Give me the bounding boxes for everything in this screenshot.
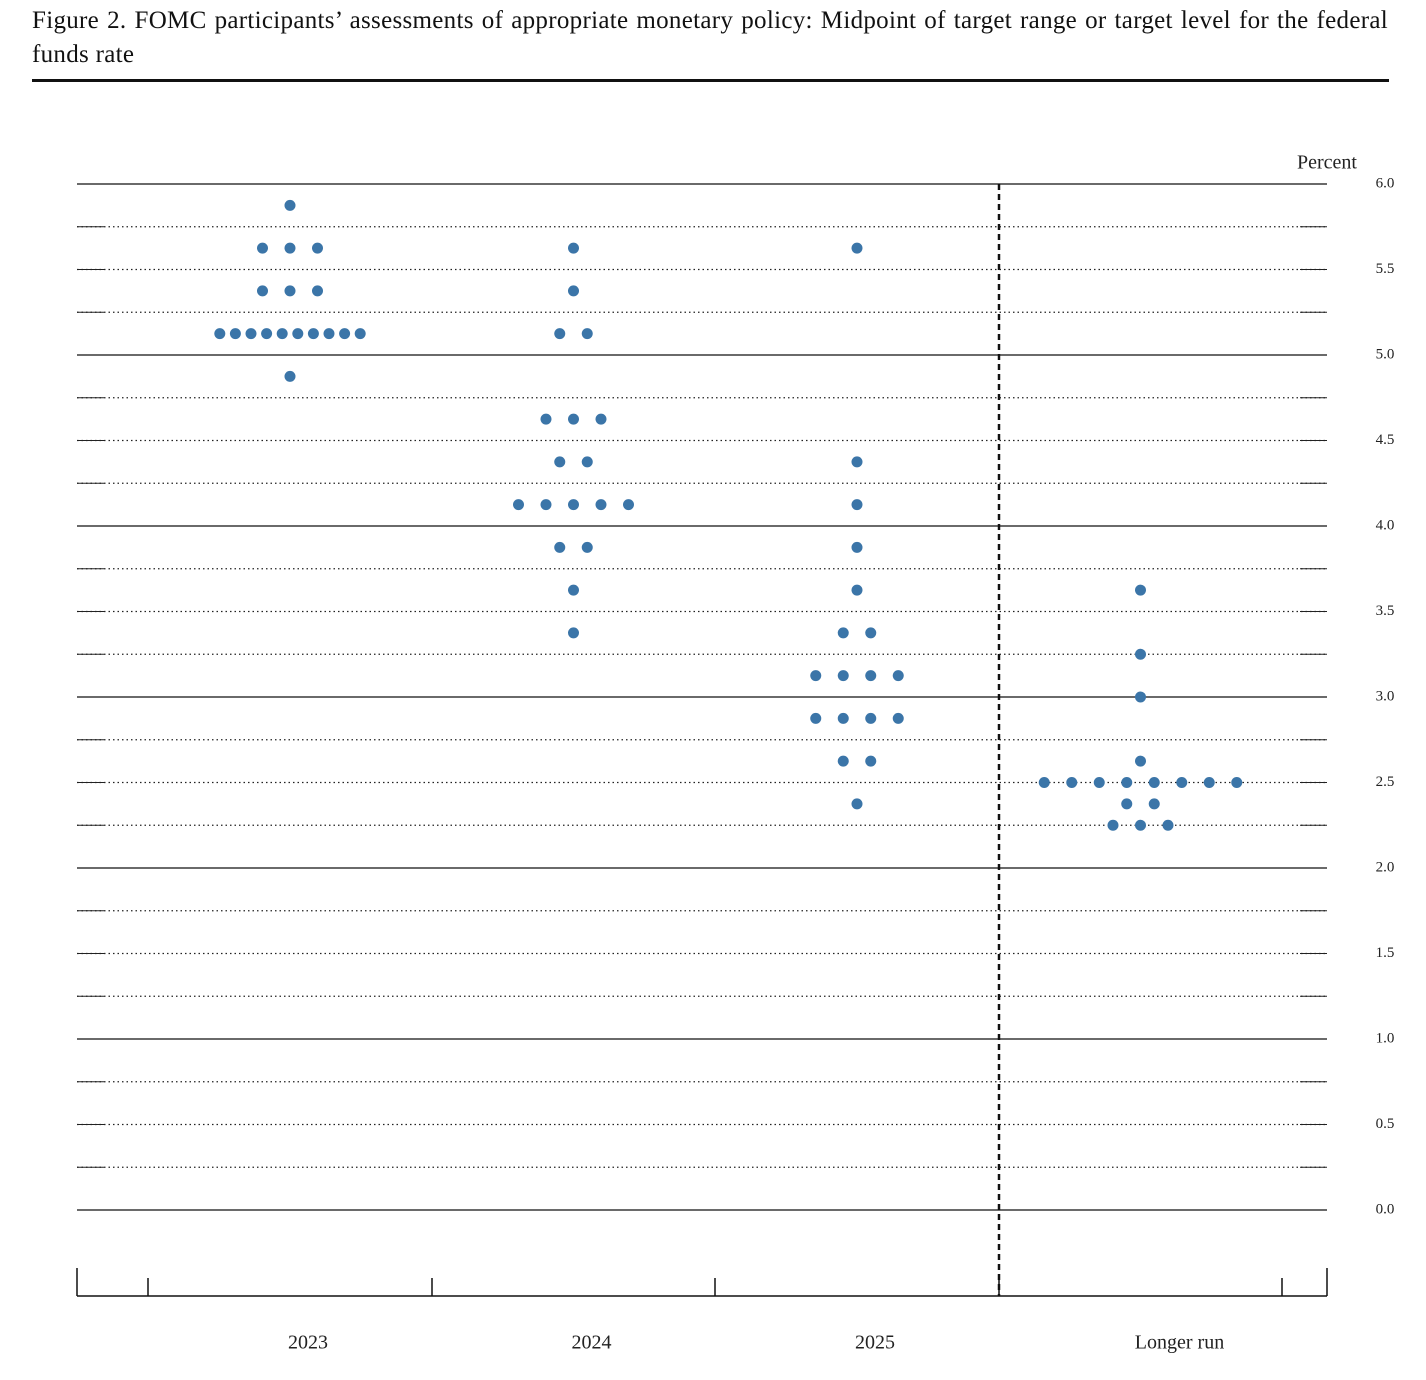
y-tick-label: 3.0 bbox=[1376, 688, 1395, 704]
dot bbox=[229, 328, 241, 340]
dot bbox=[851, 798, 863, 810]
y-tick-label: 4.0 bbox=[1376, 517, 1395, 533]
dot bbox=[568, 584, 579, 596]
y-tick-label: 1.0 bbox=[1376, 1030, 1395, 1046]
dot bbox=[851, 456, 863, 468]
dot bbox=[892, 712, 904, 724]
dot bbox=[339, 328, 351, 340]
x-tick-label: 2025 bbox=[855, 1332, 895, 1354]
dot bbox=[284, 199, 296, 211]
dot bbox=[284, 242, 296, 254]
x-tick-label: Longer run bbox=[1135, 1332, 1224, 1354]
dot bbox=[312, 285, 323, 297]
dot bbox=[581, 456, 593, 468]
dot bbox=[865, 755, 877, 767]
dot bbox=[568, 627, 579, 639]
dot bbox=[354, 328, 366, 340]
title-rule bbox=[32, 79, 1389, 82]
y-tick-label: 5.0 bbox=[1376, 346, 1395, 362]
dot bbox=[214, 328, 226, 340]
dot bbox=[257, 285, 268, 297]
dot bbox=[257, 242, 268, 254]
y-tick-label: 2.5 bbox=[1376, 774, 1395, 790]
dot bbox=[837, 755, 849, 767]
y-tick-label: 0.0 bbox=[1376, 1201, 1395, 1217]
y-tick-label: 0.5 bbox=[1376, 1116, 1395, 1132]
dot bbox=[1107, 819, 1119, 831]
dot bbox=[276, 328, 288, 340]
dot bbox=[865, 712, 877, 724]
dot bbox=[1135, 691, 1146, 703]
dot bbox=[261, 328, 273, 340]
dot bbox=[623, 499, 634, 511]
dot bbox=[1121, 798, 1133, 810]
dot bbox=[1135, 755, 1146, 767]
dot bbox=[1148, 777, 1160, 788]
dot bbox=[554, 328, 566, 340]
dot bbox=[1135, 584, 1146, 596]
y-tick-label: 6.0 bbox=[1376, 175, 1395, 191]
dot bbox=[568, 413, 579, 425]
dot bbox=[1135, 648, 1146, 660]
dot bbox=[851, 541, 863, 553]
dot bbox=[568, 285, 579, 297]
dot bbox=[595, 499, 607, 511]
dot bbox=[540, 413, 552, 425]
dot bbox=[1176, 777, 1188, 788]
dot bbox=[568, 499, 579, 511]
dot bbox=[810, 712, 822, 724]
y-tick-label: 4.5 bbox=[1376, 432, 1395, 448]
dot bbox=[837, 627, 849, 639]
dot bbox=[851, 499, 863, 511]
y-axis-label: Percent bbox=[1297, 152, 1357, 174]
dot bbox=[837, 670, 849, 682]
dot bbox=[284, 370, 296, 382]
dot bbox=[1038, 777, 1050, 788]
dot bbox=[554, 541, 566, 553]
dot bbox=[307, 328, 319, 340]
x-tick-label: 2024 bbox=[572, 1332, 612, 1354]
dot bbox=[323, 328, 335, 340]
dot bbox=[1231, 777, 1243, 788]
dot bbox=[595, 413, 607, 425]
dot bbox=[245, 328, 257, 340]
dot bbox=[312, 242, 323, 254]
dot bbox=[554, 456, 566, 468]
y-tick-label: 1.5 bbox=[1376, 945, 1395, 961]
dot bbox=[837, 712, 849, 724]
y-tick-label: 2.0 bbox=[1376, 859, 1395, 875]
dot bbox=[892, 670, 904, 682]
x-tick-label: 2023 bbox=[288, 1332, 328, 1354]
dot bbox=[292, 328, 304, 340]
dot bbox=[1203, 777, 1215, 788]
y-tick-label: 3.5 bbox=[1376, 603, 1395, 619]
dot bbox=[284, 285, 296, 297]
y-tick-label: 5.5 bbox=[1376, 261, 1395, 277]
dot bbox=[865, 670, 877, 682]
dot bbox=[1121, 777, 1133, 788]
dot bbox=[568, 242, 579, 254]
dot bbox=[1162, 819, 1174, 831]
dot bbox=[851, 584, 863, 596]
dot bbox=[1093, 777, 1105, 788]
dot bbox=[1066, 777, 1078, 788]
dot bbox=[581, 328, 593, 340]
dot bbox=[810, 670, 822, 682]
dot bbox=[851, 242, 863, 254]
dot bbox=[1148, 798, 1160, 810]
dot bbox=[865, 627, 877, 639]
dot bbox=[581, 541, 593, 553]
dot bbox=[1135, 819, 1146, 831]
dot bbox=[540, 499, 552, 511]
dot bbox=[513, 499, 524, 511]
chart-title: Figure 2. FOMC participants’ assessments… bbox=[32, 7, 1388, 68]
